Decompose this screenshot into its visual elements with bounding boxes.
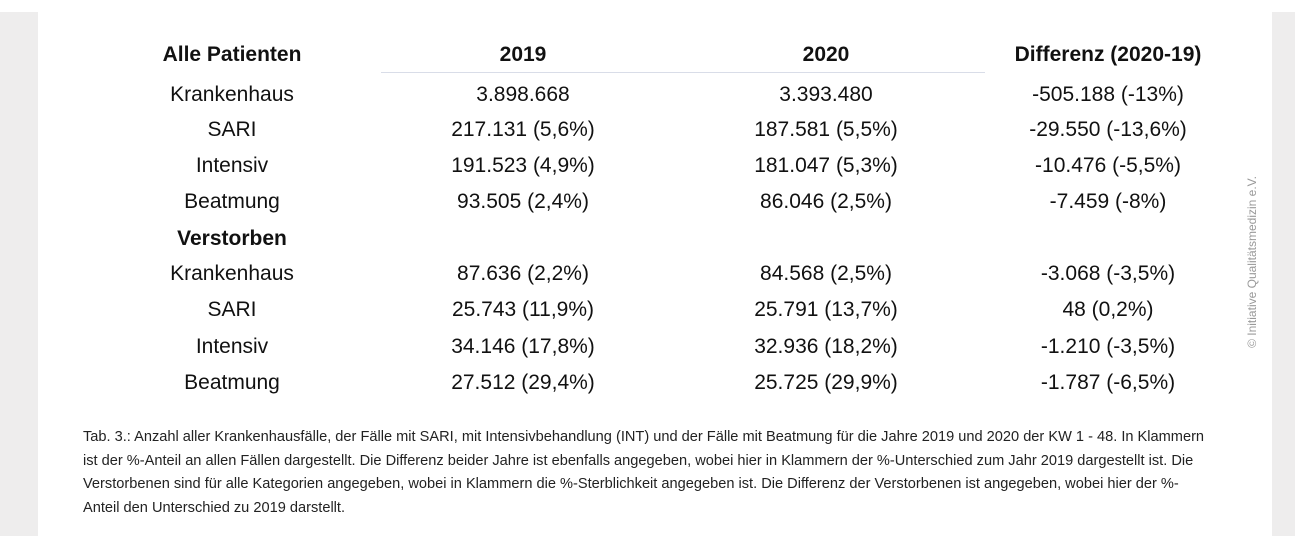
table-cell: -29.550 (-13,6%): [1029, 118, 1187, 141]
table-cell: 25.791 (13,7%): [754, 298, 898, 321]
table-cell: 48 (0,2%): [1062, 298, 1154, 321]
copyright-watermark: © Initiative Qualitätsmedizin e.V.: [1245, 176, 1259, 348]
header-2019: 2019: [499, 43, 547, 66]
section-title-verstorben: Verstorben: [177, 227, 287, 250]
table-cell: 181.047 (5,3%): [754, 154, 898, 177]
table-cell: 25.725 (29,9%): [754, 371, 898, 394]
table-cell: 84.568 (2,5%): [760, 262, 892, 285]
table-cell: 217.131 (5,6%): [451, 118, 595, 141]
table-cell: 3.393.480: [779, 83, 873, 106]
row-label: SARI: [207, 298, 257, 321]
header-alle-patienten: Alle Patienten: [162, 43, 302, 66]
table-cell: -1.210 (-3,5%): [1040, 335, 1176, 358]
table-cell: 3.898.668: [476, 83, 570, 106]
row-label: Intensiv: [195, 335, 269, 358]
table-cell: 191.523 (4,9%): [451, 154, 595, 177]
table-cell: 27.512 (29,4%): [451, 371, 595, 394]
table-cell: 87.636 (2,2%): [457, 262, 589, 285]
table-cell: 32.936 (18,2%): [754, 335, 898, 358]
table-cell: 34.146 (17,8%): [451, 335, 595, 358]
table-cell: -3.068 (-3,5%): [1040, 262, 1176, 285]
table-cell: 25.743 (11,9%): [451, 298, 595, 321]
row-label: Intensiv: [195, 154, 269, 177]
header-2020: 2020: [802, 43, 850, 66]
row-label: Beatmung: [184, 190, 280, 213]
table-cell: 93.505 (2,4%): [457, 190, 589, 213]
row-label: Krankenhaus: [170, 262, 294, 285]
header-differenz: Differenz (2020-19): [1014, 43, 1202, 66]
table-caption: Tab. 3.: Anzahl aller Krankenhausfälle, …: [83, 429, 1205, 516]
table-cell: -505.188 (-13%): [1032, 83, 1184, 106]
right-margin-strip: [1272, 12, 1295, 536]
row-label: Krankenhaus: [170, 83, 294, 106]
left-margin-strip: [0, 12, 38, 536]
table-cell: -1.787 (-6,5%): [1040, 371, 1176, 394]
header-divider: [381, 72, 985, 73]
table-cell: -7.459 (-8%): [1049, 190, 1167, 213]
row-label: Beatmung: [184, 371, 280, 394]
table-cell: -10.476 (-5,5%): [1035, 154, 1181, 177]
table-cell: 86.046 (2,5%): [760, 190, 892, 213]
table-cell: 187.581 (5,5%): [754, 118, 898, 141]
row-label: SARI: [207, 118, 257, 141]
